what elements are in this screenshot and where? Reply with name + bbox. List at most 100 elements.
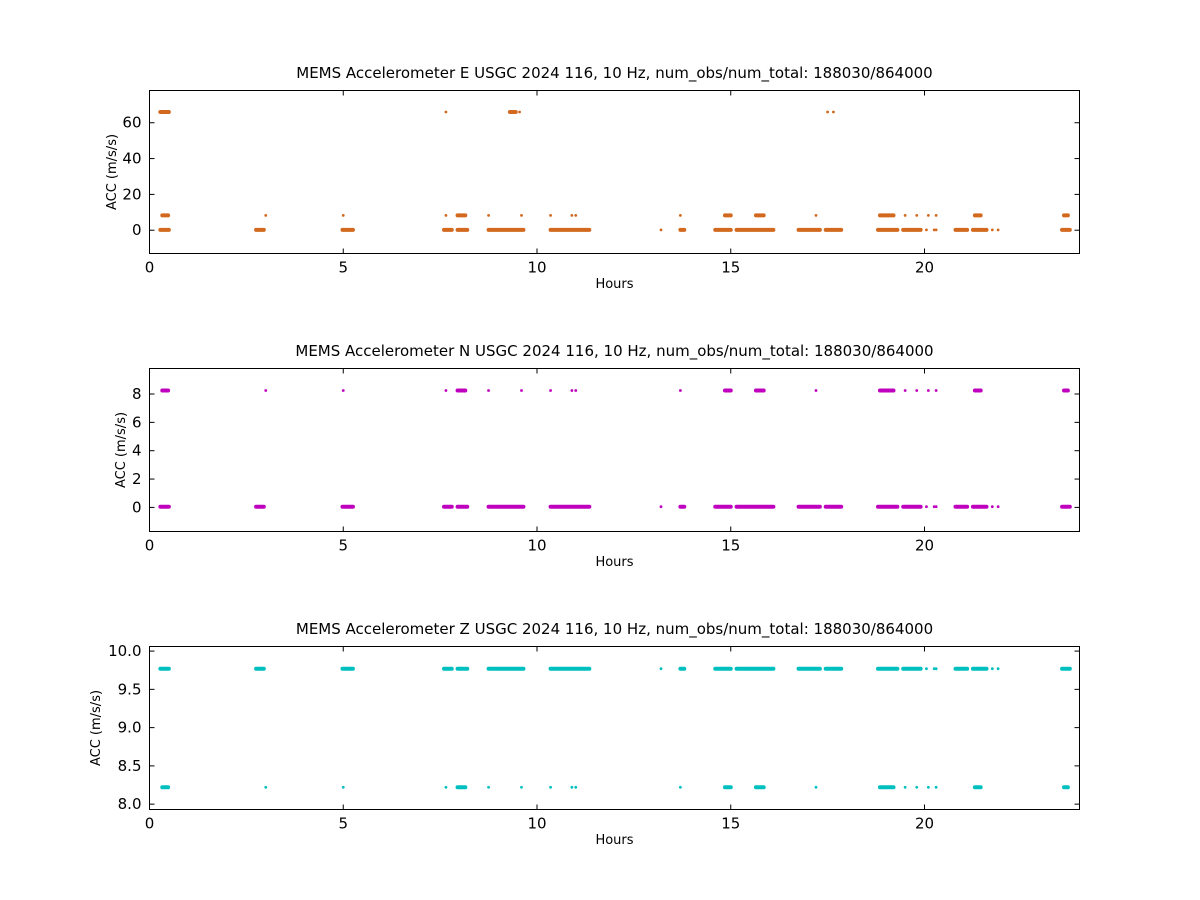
data-point — [518, 110, 521, 114]
data-point — [903, 785, 907, 789]
x-tick-label: 20 — [915, 815, 934, 833]
data-point — [915, 389, 919, 392]
x-axis-label: Hours — [595, 277, 633, 292]
x-tick-label: 10 — [527, 259, 546, 277]
x-tick-label: 10 — [527, 537, 546, 555]
data-marks — [158, 666, 1072, 790]
data-point — [570, 389, 574, 392]
data-point — [814, 213, 818, 217]
data-point — [659, 228, 663, 232]
y-tick-label: 9.5 — [118, 680, 142, 698]
y-tick-label: 8.0 — [118, 795, 142, 813]
data-point — [678, 213, 682, 217]
x-axis-label: Hours — [595, 555, 633, 570]
x-tick-label: 0 — [145, 537, 155, 555]
x-tick-label: 5 — [338, 537, 348, 555]
data-point — [444, 110, 448, 114]
data-point — [520, 213, 523, 217]
y-axis-label: ACC (m/s/s) — [114, 412, 129, 488]
y-tick-label: 0 — [132, 221, 142, 239]
data-point — [996, 505, 1000, 509]
subplot-north: MEMS Accelerometer N USGC 2024 116, 10 H… — [114, 342, 1080, 570]
x-axis-label: Hours — [595, 833, 633, 848]
data-point — [996, 667, 1000, 671]
data-point — [814, 389, 818, 392]
data-point — [925, 667, 928, 671]
data-point — [444, 785, 448, 789]
data-point — [341, 213, 345, 217]
data-point — [926, 785, 930, 789]
chart-title: MEMS Accelerometer Z USGC 2024 116, 10 H… — [296, 620, 933, 639]
x-tick-label: 15 — [721, 537, 740, 555]
data-point — [934, 213, 938, 217]
data-point — [574, 785, 578, 789]
data-point — [570, 785, 574, 789]
y-tick-label: 10.0 — [108, 642, 141, 660]
axis-ticks: 0 5 10 15 20 8.0 8.5 9.0 9.5 10.0 — [108, 642, 1080, 833]
x-tick-label: 5 — [338, 259, 348, 277]
x-tick-label: 15 — [721, 259, 740, 277]
data-point — [915, 213, 919, 217]
x-tick-label: 10 — [527, 815, 546, 833]
data-point — [925, 228, 928, 232]
data-marks — [158, 109, 1072, 232]
data-point — [996, 228, 1000, 232]
data-point — [549, 389, 552, 392]
y-tick-label: 0 — [132, 498, 142, 516]
data-point — [574, 213, 578, 217]
x-tick-label: 0 — [145, 259, 155, 277]
data-point — [934, 389, 938, 392]
axis-ticks: 0 5 10 15 20 0 20 40 60 — [122, 90, 1080, 277]
data-point — [934, 228, 938, 232]
x-tick-label: 0 — [145, 815, 155, 833]
data-point — [934, 785, 938, 789]
data-point — [574, 389, 578, 392]
data-point — [520, 785, 523, 789]
axis-ticks: 0 5 10 15 20 0 2 4 6 8 — [132, 368, 1080, 555]
data-point — [520, 389, 523, 392]
data-point — [341, 389, 345, 392]
data-point — [990, 667, 994, 671]
data-marks — [158, 388, 1072, 509]
data-point — [549, 785, 552, 789]
x-tick-label: 15 — [721, 815, 740, 833]
data-point — [444, 389, 448, 392]
data-point — [934, 667, 938, 671]
chart-title: MEMS Accelerometer N USGC 2024 116, 10 H… — [295, 342, 933, 361]
data-point — [264, 785, 268, 789]
data-point — [934, 505, 938, 509]
data-point — [659, 667, 663, 671]
data-point — [341, 785, 345, 789]
y-tick-label: 40 — [122, 150, 141, 168]
data-point — [487, 389, 490, 392]
data-point — [264, 213, 268, 217]
y-tick-label: 6 — [132, 413, 142, 431]
plot-frame — [149, 90, 1080, 254]
x-tick-label: 20 — [915, 537, 934, 555]
data-point — [903, 389, 907, 392]
y-tick-label: 9.0 — [118, 719, 142, 737]
y-axis-label: ACC (m/s/s) — [105, 134, 120, 210]
data-point — [487, 213, 490, 217]
y-tick-label: 60 — [122, 114, 141, 132]
y-tick-label: 2 — [132, 470, 142, 488]
data-point — [932, 667, 936, 671]
data-point — [915, 785, 919, 789]
chart-title: MEMS Accelerometer E USGC 2024 116, 10 H… — [296, 64, 932, 83]
data-point — [678, 785, 682, 789]
y-axis-label: ACC (m/s/s) — [89, 690, 104, 766]
data-point — [990, 228, 994, 232]
data-point — [814, 785, 818, 789]
data-point — [678, 389, 682, 392]
data-point — [659, 505, 663, 509]
plot-frame — [149, 646, 1080, 810]
data-point — [990, 505, 994, 509]
plot-frame — [149, 368, 1080, 532]
y-tick-label: 8 — [132, 385, 142, 403]
data-point — [925, 505, 928, 509]
data-point — [487, 785, 490, 789]
data-point — [570, 213, 574, 217]
data-point — [832, 110, 835, 114]
x-tick-label: 5 — [338, 815, 348, 833]
